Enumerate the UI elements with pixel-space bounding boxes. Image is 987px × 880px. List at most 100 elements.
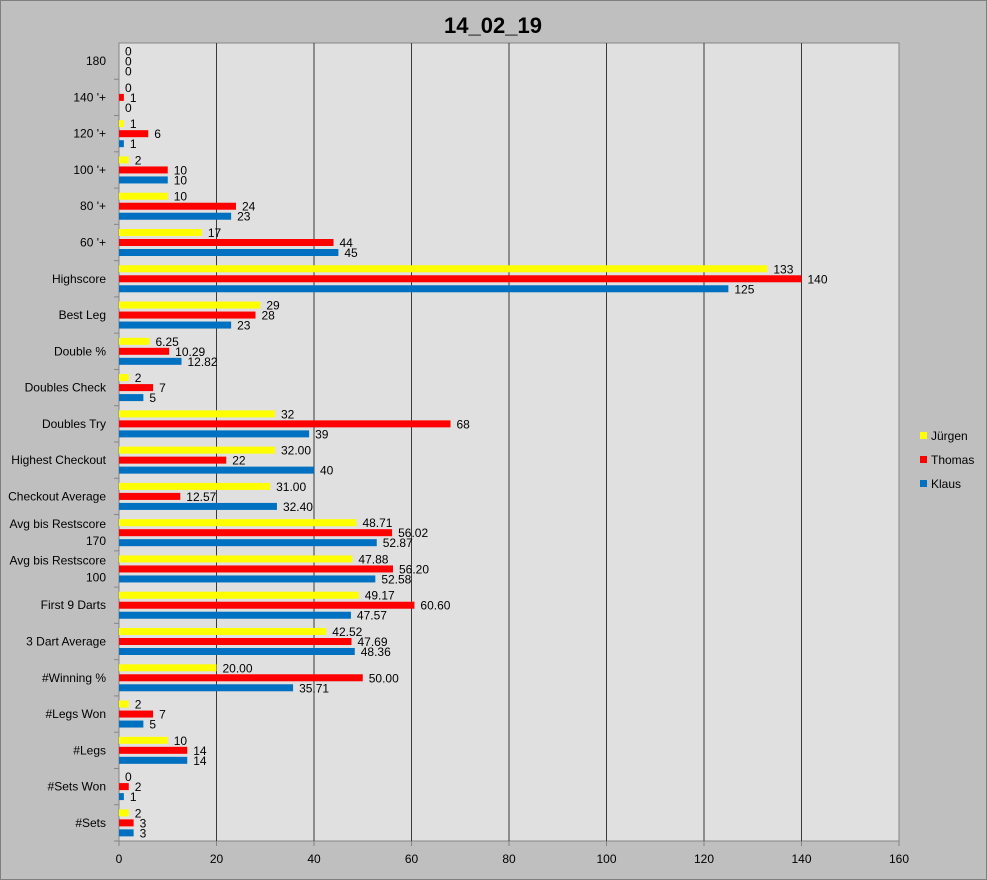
- x-tick-label: 160: [889, 852, 909, 866]
- bar: [119, 539, 377, 547]
- data-label: 48.71: [362, 516, 392, 530]
- bar: [119, 611, 351, 619]
- bar: [119, 575, 376, 583]
- data-label: 52.58: [381, 572, 411, 586]
- data-label: 2: [135, 780, 142, 794]
- data-label: 56.20: [399, 562, 429, 576]
- category-label: Avg bis Restscore: [10, 553, 107, 567]
- x-tick-label: 40: [307, 852, 321, 866]
- data-label: 0: [125, 81, 132, 95]
- data-label: 60.60: [420, 599, 450, 613]
- bar: [119, 239, 334, 246]
- grid-lines: [114, 43, 900, 846]
- data-label: 6.25: [155, 335, 179, 349]
- data-label: 0: [125, 101, 132, 115]
- bar: [119, 648, 355, 655]
- data-label: 22: [232, 454, 246, 468]
- bar: [119, 638, 352, 645]
- x-tick-label: 100: [596, 852, 616, 866]
- data-label: 39: [315, 427, 329, 441]
- data-label: 23: [237, 319, 251, 333]
- category-label: 180: [86, 54, 106, 68]
- data-label: 47.57: [357, 609, 387, 623]
- bar: [119, 720, 144, 728]
- bar: [119, 130, 149, 138]
- legend-swatch: [920, 456, 927, 463]
- category-label: 140 '+: [73, 90, 106, 104]
- bar: [119, 793, 124, 801]
- category-label: 100: [86, 570, 106, 584]
- data-label: 24: [242, 200, 256, 214]
- data-label: 5: [149, 718, 156, 732]
- bar: [119, 466, 314, 474]
- bar: [119, 156, 129, 164]
- bar: [119, 120, 124, 128]
- bar: [119, 311, 256, 319]
- category-label: 100 '+: [73, 163, 106, 177]
- bar: [119, 321, 232, 329]
- data-label: 0: [125, 65, 132, 79]
- bar: [119, 736, 168, 744]
- bar: [119, 93, 124, 101]
- data-label: 32.40: [283, 500, 313, 514]
- legend-swatch: [920, 432, 927, 439]
- data-label: 6: [154, 127, 161, 141]
- data-label: 125: [734, 282, 754, 296]
- data-label: 1: [130, 137, 137, 151]
- legend-swatch: [920, 480, 927, 487]
- bar: [119, 746, 188, 754]
- data-label: 42.52: [332, 625, 362, 639]
- category-label: Doubles Check: [25, 381, 107, 395]
- bar: [119, 202, 236, 210]
- bar: [119, 783, 129, 791]
- data-label: 52.87: [383, 536, 413, 550]
- bar: [119, 176, 168, 184]
- x-tick-label: 60: [405, 852, 419, 866]
- bar: [119, 430, 310, 438]
- bar: [119, 446, 275, 454]
- data-label: 133: [773, 262, 793, 276]
- data-label: 23: [237, 210, 251, 224]
- data-label: 0: [125, 770, 132, 784]
- bar: [119, 420, 451, 428]
- data-label: 10: [174, 734, 188, 748]
- bar: [119, 456, 227, 464]
- bar: [119, 555, 353, 563]
- data-label: 2: [135, 698, 142, 712]
- data-label: 29: [266, 299, 280, 313]
- data-label: 10.29: [175, 345, 205, 359]
- data-label: 32: [281, 407, 295, 421]
- legend: Jürgen Thomas Klaus: [920, 429, 974, 491]
- category-label: #Legs: [73, 743, 106, 757]
- bar: [119, 674, 363, 682]
- x-tick-label: 0: [116, 852, 123, 866]
- x-tick-label: 80: [502, 852, 516, 866]
- data-label: 47.88: [358, 552, 388, 566]
- bar: [119, 347, 170, 355]
- data-label: 14: [193, 744, 207, 758]
- data-label: 32.00: [281, 444, 311, 458]
- category-label: Avg bis Restscore: [10, 517, 107, 531]
- category-label: Checkout Average: [8, 489, 106, 503]
- bar: [119, 756, 188, 764]
- data-label: 17: [208, 226, 222, 240]
- data-label: 14: [193, 754, 207, 768]
- data-label: 7: [159, 708, 166, 722]
- bar: [119, 212, 232, 220]
- bar: [119, 829, 134, 837]
- data-labels: 00121017133296.2523232.0031.0048.7147.88…: [125, 45, 828, 841]
- data-label: 28: [262, 309, 276, 323]
- bar: [119, 275, 802, 283]
- category-label: Double %: [54, 344, 106, 358]
- data-label: 10: [174, 190, 188, 204]
- bar: [119, 482, 271, 490]
- data-label: 68: [457, 417, 471, 431]
- data-label: 50.00: [369, 671, 399, 685]
- bar: [119, 374, 129, 382]
- data-label: 3: [140, 826, 147, 840]
- category-label: Best Leg: [59, 308, 106, 322]
- bar: [119, 192, 168, 200]
- bar: [119, 684, 294, 692]
- data-label: 40: [320, 464, 334, 478]
